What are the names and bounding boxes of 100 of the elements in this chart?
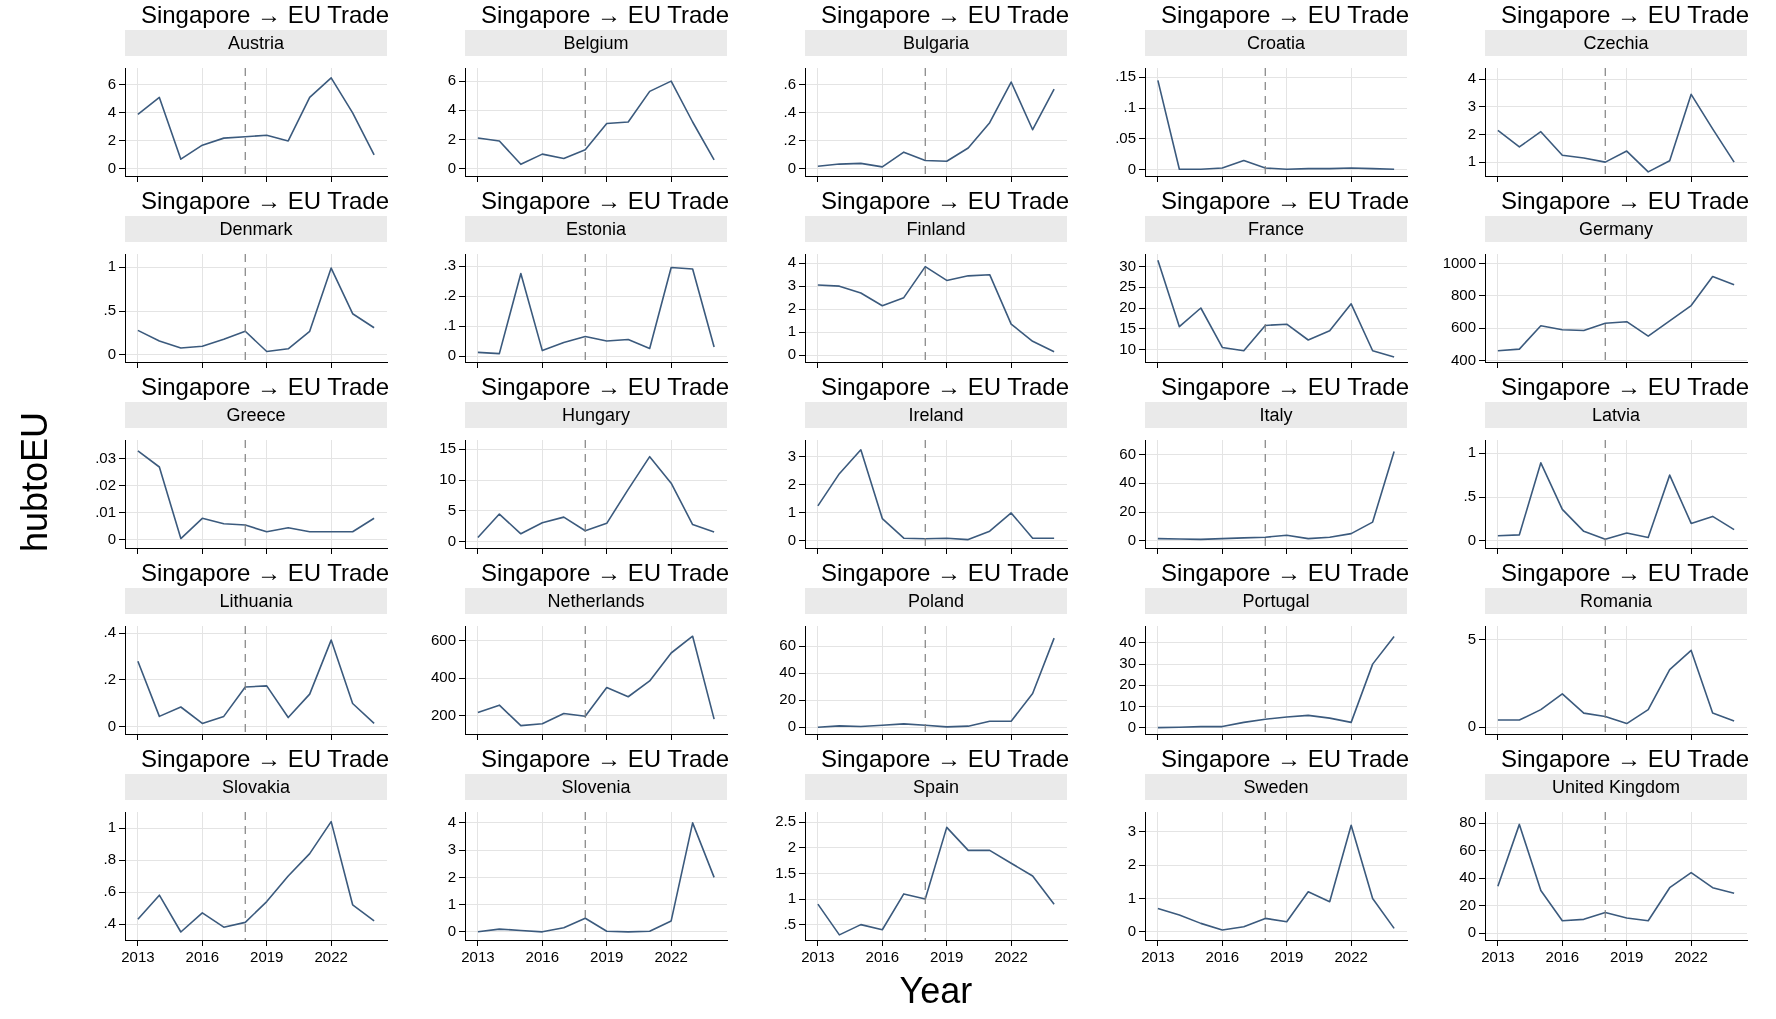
chart-subtitle: Finland [805, 216, 1067, 242]
y-tick-label: 5 [447, 501, 456, 519]
y-tick-label: 1 [787, 889, 796, 907]
y-tick-label: 20 [1119, 298, 1136, 316]
y-tick-label: 60 [1119, 444, 1136, 462]
y-tick-label: 1 [1467, 152, 1476, 170]
y-tick-label: 1 [1467, 443, 1476, 461]
y-tick-label: 0 [1127, 159, 1136, 177]
y-tick-label: 2 [107, 131, 116, 149]
y-tick-label: 20 [1119, 675, 1136, 693]
y-tick-label: 0 [1467, 531, 1476, 549]
y-tick-label: 0 [787, 717, 796, 735]
y-tick-label: .5 [1463, 487, 1476, 505]
x-tick-label: 2013 [1141, 948, 1175, 966]
y-tick-label: .1 [443, 316, 456, 334]
x-tick-label: 2019 [930, 948, 964, 966]
y-tick-label: 5 [1467, 630, 1476, 648]
chart-title: Singapore → EU Trade [1499, 744, 1751, 774]
y-tick-label: 3 [447, 840, 456, 858]
y-tick-label: .6 [783, 74, 796, 92]
chart-subtitle: Slovenia [465, 774, 727, 800]
x-tick-label: 2019 [1270, 948, 1304, 966]
chart-title: Singapore → EU Trade [139, 372, 391, 402]
y-tick-label: 1 [1127, 888, 1136, 906]
y-tick-label: 6 [447, 71, 456, 89]
y-axis-title: hubtoEU [14, 411, 57, 553]
y-tick-label: 0 [787, 159, 796, 177]
y-tick-label: .4 [783, 103, 796, 121]
chart-subtitle: Greece [125, 402, 387, 428]
y-tick-label: 20 [779, 690, 796, 708]
chart-title: Singapore → EU Trade [819, 372, 1071, 402]
x-tick-label: 2013 [461, 948, 495, 966]
x-tick-label: 2013 [121, 948, 155, 966]
chart-title: Singapore → EU Trade [819, 0, 1071, 30]
y-tick-label: 0 [447, 921, 456, 939]
x-tick-label: 2019 [1610, 948, 1644, 966]
y-tick-label: 15 [439, 439, 456, 457]
chart-subtitle: Spain [805, 774, 1067, 800]
chart-subtitle: Czechia [1485, 30, 1747, 56]
y-tick-label: 4 [107, 103, 116, 121]
chart-title: Singapore → EU Trade [479, 0, 731, 30]
chart-title: Singapore → EU Trade [1159, 744, 1411, 774]
y-tick-label: .01 [95, 503, 116, 521]
y-tick-label: 0 [1127, 717, 1136, 735]
chart-title: Singapore → EU Trade [139, 0, 391, 30]
y-tick-label: 0 [107, 159, 116, 177]
chart-title: Singapore → EU Trade [479, 744, 731, 774]
y-tick-label: 0 [107, 530, 116, 548]
chart-subtitle: United Kingdom [1485, 774, 1747, 800]
y-tick-label: 10 [1119, 339, 1136, 357]
chart-title: Singapore → EU Trade [1159, 558, 1411, 588]
y-tick-label: 3 [1127, 822, 1136, 840]
y-tick-label: 1000 [1442, 253, 1476, 271]
y-tick-label: 2.5 [775, 812, 796, 830]
y-tick-label: .4 [103, 623, 116, 641]
chart-subtitle: France [1145, 216, 1407, 242]
y-tick-label: 2 [787, 299, 796, 317]
y-tick-label: 6 [107, 74, 116, 92]
chart-title: Singapore → EU Trade [139, 558, 391, 588]
x-tick-label: 2019 [250, 948, 284, 966]
x-tick-label: 2013 [801, 948, 835, 966]
y-tick-label: .4 [103, 914, 116, 932]
chart-title: Singapore → EU Trade [819, 186, 1071, 216]
chart-title: Singapore → EU Trade [819, 558, 1071, 588]
y-tick-label: 3 [1467, 96, 1476, 114]
y-tick-label: 60 [779, 636, 796, 654]
chart-subtitle: Austria [125, 30, 387, 56]
y-tick-label: 0 [447, 158, 456, 176]
y-tick-label: 0 [1127, 921, 1136, 939]
chart-title: Singapore → EU Trade [1159, 372, 1411, 402]
chart-title: Singapore → EU Trade [139, 186, 391, 216]
y-tick-label: 3 [787, 276, 796, 294]
y-tick-label: 2 [1467, 124, 1476, 142]
y-tick-label: 25 [1119, 277, 1136, 295]
x-tick-label: 2016 [865, 948, 899, 966]
y-tick-label: 80 [1459, 813, 1476, 831]
y-tick-label: 40 [779, 663, 796, 681]
y-tick-label: 600 [430, 631, 456, 649]
x-tick-label: 2022 [1674, 948, 1708, 966]
y-tick-label: .2 [103, 670, 116, 688]
chart-subtitle: Hungary [465, 402, 727, 428]
y-tick-label: 400 [1450, 350, 1476, 368]
chart-subtitle: Belgium [465, 30, 727, 56]
y-tick-label: 40 [1119, 473, 1136, 491]
y-tick-label: 40 [1119, 633, 1136, 651]
y-tick-label: .6 [103, 882, 116, 900]
y-tick-label: .2 [443, 286, 456, 304]
y-tick-label: 1 [107, 257, 116, 275]
y-tick-label: 2 [447, 867, 456, 885]
y-tick-label: 10 [439, 470, 456, 488]
x-tick-label: 2016 [1205, 948, 1239, 966]
chart-title: Singapore → EU Trade [1499, 0, 1751, 30]
y-tick-label: .5 [103, 301, 116, 319]
y-tick-label: 0 [1467, 923, 1476, 941]
y-tick-label: .2 [783, 131, 796, 149]
y-tick-label: 1 [787, 503, 796, 521]
y-tick-label: .8 [103, 850, 116, 868]
y-tick-label: .02 [95, 476, 116, 494]
x-axis-title: Year [899, 970, 973, 1011]
chart-subtitle: Netherlands [465, 588, 727, 614]
